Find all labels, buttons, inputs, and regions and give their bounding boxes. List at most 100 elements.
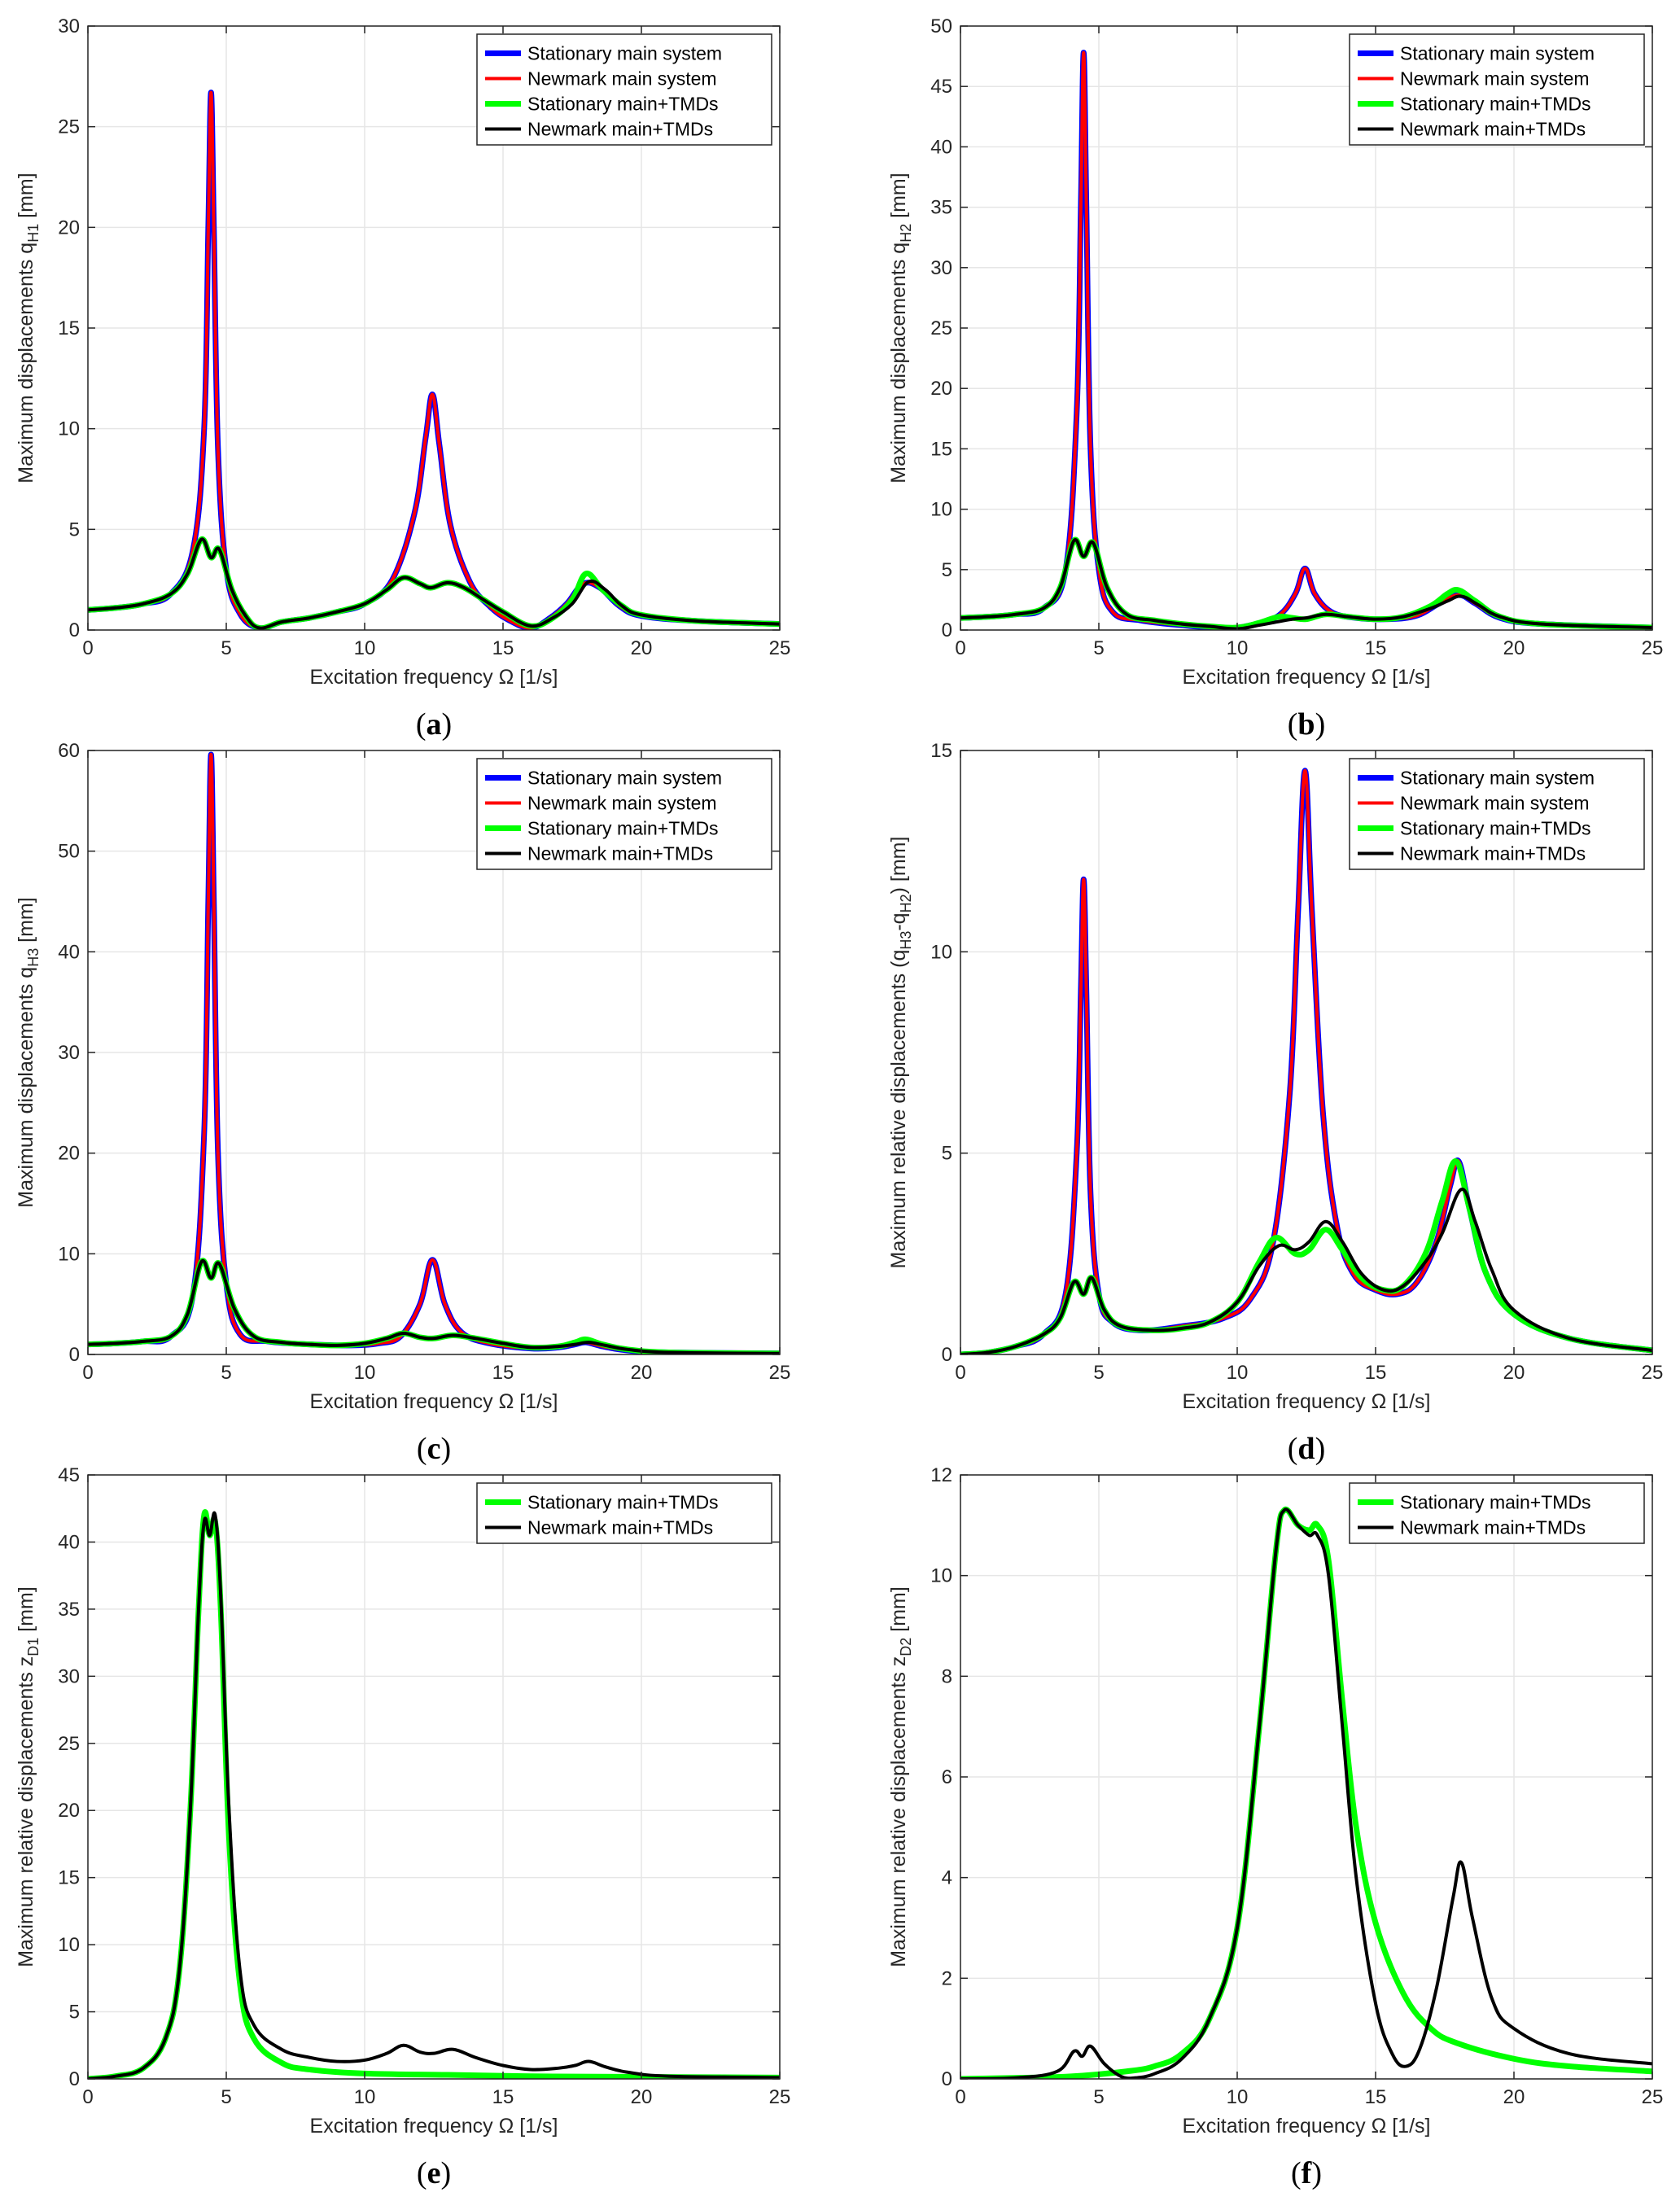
legend-entry-label: Stationary main system [1400,768,1595,789]
legend-entry-label: Newmark main+TMDs [527,843,713,864]
y-tick-label: 0 [942,619,952,641]
caption-paren-open: ( [1291,2156,1302,2190]
legend-entry-label: Newmark main system [1400,68,1590,90]
legend-entry-label: Stationary main system [1400,43,1595,64]
x-tick-label: 5 [221,2086,231,2108]
legend-entry-label: Newmark main+TMDs [1400,843,1586,864]
x-tick-label: 15 [1365,1362,1387,1384]
chart-panel-e: 0 5 10 15 20 25 0 5 10 15 20 25 30 35 40 45 Excitation f… [15,1464,790,2190]
y-axis-label-subscript: H3 [898,931,914,950]
x-tick-label: 10 [1227,2086,1249,2108]
legend-entry-label: Stationary main+TMDs [1400,94,1591,115]
caption-paren-open: ( [417,1432,427,1466]
x-tick-label: 5 [1093,637,1104,659]
y-axis-label-subscript: D1 [25,1638,42,1656]
y-tick-label: 20 [58,1800,80,1822]
y-axis-label-text: ) [mm] [887,837,910,895]
legend-entry-label: Stationary main+TMDs [1400,1492,1591,1513]
caption-letter: c [427,1432,441,1466]
legend-entry-label: Stationary main+TMDs [527,1492,719,1513]
caption-letter: e [427,2156,441,2190]
caption-paren-close: ) [1311,2156,1322,2190]
legend-box [1349,33,1645,146]
y-tick-label: 15 [58,317,80,339]
x-tick-label: 10 [1227,637,1249,659]
y-axis-label-subscript: H2 [898,894,914,912]
y-axis-label-text: Maximum relative displacements (q [887,950,910,1269]
x-tick-label: 5 [1093,2086,1104,2108]
y-tick-label: 30 [58,1042,80,1064]
chart-panel-f: 0 5 10 15 20 25 0 2 4 6 8 10 12 Excitation frequency … [887,1464,1663,2190]
x-tick-label: 25 [769,1362,791,1384]
legend-box [1349,1482,1645,1544]
x-tick-label: 10 [1227,1362,1249,1384]
caption-paren-close: ) [442,707,453,742]
y-axis-label-text: [mm] [15,1586,37,1638]
y-tick-label: 40 [58,1531,80,1553]
x-axis-label: Excitation frequency Ω [1/s] [310,2115,558,2138]
y-axis-label-text: Maximum relative displacements z [15,1656,37,1967]
y-axis-label-subscript: H1 [25,224,42,243]
caption-letter: f [1302,2156,1313,2190]
y-tick-label: 5 [942,1143,952,1165]
x-tick-label: 0 [955,1362,965,1384]
y-tick-label: 8 [942,1665,952,1687]
y-tick-label: 10 [930,499,952,521]
y-tick-label: 30 [58,1665,80,1687]
caption-paren-close: ) [440,2156,451,2190]
legend: Stationary main system Newmark main syste… [1349,758,1645,870]
y-tick-label: 10 [58,1243,80,1265]
series-line-newmark-tmd [960,537,1652,630]
x-tick-label: 0 [955,2086,965,2108]
y-tick-label: 50 [930,15,952,37]
caption-paren-close: ) [1315,707,1326,742]
x-tick-label: 25 [769,637,791,659]
y-tick-label: 15 [930,438,952,460]
series-line-newmark-tmd [960,1507,1652,2079]
y-axis-label: Maximum relative displacements zD1 [mm] [15,1586,42,1967]
series-line-newmark-tmd [960,1188,1652,1354]
y-tick-label: 10 [930,1565,952,1587]
x-tick-label: 20 [631,637,653,659]
series-line-newmark-tmd [88,537,780,630]
caption-letter: d [1297,1432,1315,1466]
y-tick-label: 0 [942,2068,952,2090]
y-tick-label: 35 [930,197,952,219]
series-line-newmark-main [960,768,1652,1354]
chart-panel-b: 0 5 10 15 20 25 0 5 10 15 20 25 30 35 40 45 50 Excitation… [887,15,1663,742]
panel-caption: (c) [417,1432,451,1466]
x-tick-label: 0 [82,637,93,659]
legend-entry-label: Newmark main system [1400,793,1590,814]
x-axis-label: Excitation frequency Ω [1/s] [1183,2115,1431,2138]
x-tick-label: 10 [354,1362,376,1384]
y-tick-label: 60 [58,740,80,762]
legend: Stationary main system Newmark main syste… [1349,33,1645,146]
x-tick-label: 5 [1093,1362,1104,1384]
axes-box [960,750,1653,1355]
y-tick-label: 30 [58,15,80,37]
y-tick-label: 5 [942,559,952,581]
y-axis-label: Maximum relative displacements zD2 [mm] [887,1586,914,1967]
caption-paren-open: ( [1288,1432,1298,1466]
legend: Stationary main+TMDs Newmark main+TMDs [1349,1482,1645,1544]
legend-entry-label: Stationary main+TMDs [527,818,719,839]
y-axis-label-text: [mm] [887,173,910,224]
legend-entry-label: Newmark main+TMDs [1400,1517,1586,1538]
x-tick-label: 10 [354,2086,376,2108]
caption-letter: b [1297,707,1315,742]
legend-entry-label: Stationary main+TMDs [1400,818,1591,839]
x-tick-label: 15 [492,637,514,659]
y-tick-label: 45 [58,1464,80,1486]
y-axis-label-subscript: H2 [898,224,914,243]
x-tick-label: 0 [82,1362,93,1384]
y-axis-label-text: Maximum displacements q [15,967,37,1208]
legend: Stationary main+TMDs Newmark main+TMDs [476,1482,772,1544]
y-tick-label: 40 [58,941,80,963]
panel-caption: (d) [1288,1432,1325,1466]
y-axis-label-text: Maximum displacements q [15,243,37,484]
axes-box [87,1474,781,2080]
x-tick-label: 25 [769,2086,791,2108]
legend-box [476,33,772,146]
y-tick-label: 5 [69,2002,80,2024]
